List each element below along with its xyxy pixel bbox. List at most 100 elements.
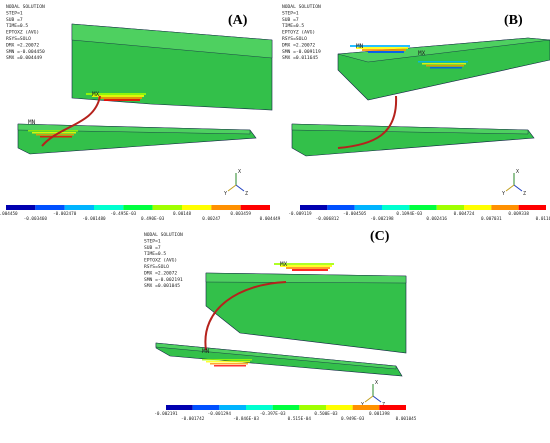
- colorbar-label: -0.397E-03: [260, 411, 286, 417]
- header-line: SUB =7: [6, 17, 23, 23]
- colorbar-label: 0.00148: [173, 211, 192, 217]
- contour: [422, 63, 466, 65]
- axis-label: Y: [224, 191, 227, 197]
- header-line: STEP=1: [282, 10, 299, 16]
- colorbar-swatch: [94, 205, 124, 210]
- axis-label: X: [516, 169, 519, 175]
- header-line: DMX =2.20072: [282, 42, 315, 48]
- colorbar-swatch: [166, 405, 193, 410]
- contour: [368, 51, 404, 53]
- arrow: [41, 95, 101, 147]
- colorbar-label: -0.002198: [370, 216, 394, 222]
- colorbar-label: -0.001480: [82, 216, 106, 222]
- colorbar-swatch: [299, 405, 326, 410]
- colorbar-label: 0.004449: [260, 216, 281, 222]
- beam-face: [291, 123, 529, 135]
- contour: [350, 45, 410, 47]
- header-line: RSYS=SOLO: [144, 264, 169, 270]
- colorbar-swatch: [219, 405, 246, 410]
- contour: [430, 67, 462, 69]
- header-line: SMN =-0.004450: [6, 49, 45, 55]
- colorbar-swatch: [152, 205, 182, 210]
- colorbar-swatch: [246, 405, 273, 410]
- colorbar-swatch: [64, 205, 94, 210]
- colorbar-swatch: [123, 205, 153, 210]
- colorbar-label: 0.003459: [230, 211, 251, 217]
- colorbar-label: 0.515E-04: [288, 416, 312, 422]
- beam-face: [71, 23, 273, 59]
- colorbar-label: -0.009119: [288, 211, 312, 217]
- colorbar-label: 0.009338: [508, 211, 529, 217]
- axis-label: X: [238, 169, 241, 175]
- panel-label: (C): [370, 229, 390, 244]
- colorbar-swatch: [192, 405, 220, 410]
- colorbar-label: 0.004724: [454, 211, 475, 217]
- arrow: [337, 95, 398, 149]
- contour: [418, 61, 468, 63]
- colorbar-swatch: [35, 205, 65, 210]
- header-line: SMN =-0.002191: [144, 277, 183, 283]
- beam: [205, 272, 407, 354]
- contour: [206, 361, 250, 363]
- header-line: SMX =0.011645: [282, 55, 318, 61]
- colorbar-label: 0.002416: [426, 216, 447, 222]
- panel-label: (B): [504, 13, 523, 28]
- contour: [86, 93, 146, 95]
- contour: [92, 95, 144, 97]
- colorbar-swatch: [6, 205, 36, 210]
- marker-label: MX: [92, 91, 100, 98]
- colorbar-swatch: [354, 205, 382, 210]
- axis-line: [227, 184, 237, 192]
- colorbar-swatch: [464, 205, 492, 210]
- colorbar-label: 0.500E-03: [314, 411, 338, 417]
- colorbar-label: -0.002470: [53, 211, 77, 217]
- contour: [362, 49, 406, 51]
- colorbar-swatch: [518, 205, 546, 210]
- header-line: NODAL SOLUTION: [144, 232, 183, 238]
- contour: [32, 132, 76, 134]
- beam-face: [17, 123, 251, 135]
- colorbar-label: -0.004450: [0, 211, 18, 217]
- colorbar-swatch: [436, 205, 464, 210]
- header-line: DMX =2.20072: [6, 42, 39, 48]
- header-line: STEP=1: [6, 10, 23, 16]
- colorbar-swatch: [182, 205, 212, 210]
- colorbar-label: 0.001398: [369, 411, 390, 417]
- colorbar-label: 0.007031: [481, 216, 502, 222]
- contour: [292, 269, 328, 271]
- contour: [280, 265, 332, 267]
- colorbar-label: 0.1094E-03: [396, 211, 422, 217]
- colorbar-label: -0.846E-03: [233, 416, 259, 422]
- contour: [286, 267, 330, 269]
- colorbar-label: 0.490E-03: [141, 216, 165, 222]
- header-line: DMX =2.20072: [144, 270, 177, 276]
- marker-label: MN: [356, 43, 364, 50]
- colorbar-swatch: [240, 205, 270, 210]
- beam-face: [205, 272, 407, 284]
- colorbar-label: -0.004505: [343, 211, 367, 217]
- header-line: SMN =-0.009119: [282, 49, 321, 55]
- colorbar-swatch: [326, 405, 353, 410]
- contour: [274, 263, 334, 265]
- colorbar-swatch: [272, 405, 300, 410]
- header-line: SMX =0.004449: [6, 55, 42, 61]
- colorbar-swatch: [491, 205, 519, 210]
- marker-label: MX: [280, 261, 288, 268]
- contour: [202, 359, 252, 361]
- colorbar-swatch: [300, 205, 328, 210]
- contour: [40, 136, 72, 138]
- axis-line: [235, 184, 245, 192]
- colorbar-swatch: [327, 205, 355, 210]
- colorbar-label: 0.00247: [202, 216, 221, 222]
- contour: [98, 97, 142, 99]
- colorbar-label: 0.949E-03: [341, 416, 365, 422]
- header-line: NODAL SOLUTION: [282, 4, 321, 10]
- colorbar-label: -0.001742: [181, 416, 205, 422]
- colorbar-swatch: [352, 405, 380, 410]
- header-line: EPTOXZ (AVG): [6, 30, 39, 36]
- colorbar-label: -0.495E-03: [110, 211, 136, 217]
- header-line: TIME=0.5: [282, 23, 304, 29]
